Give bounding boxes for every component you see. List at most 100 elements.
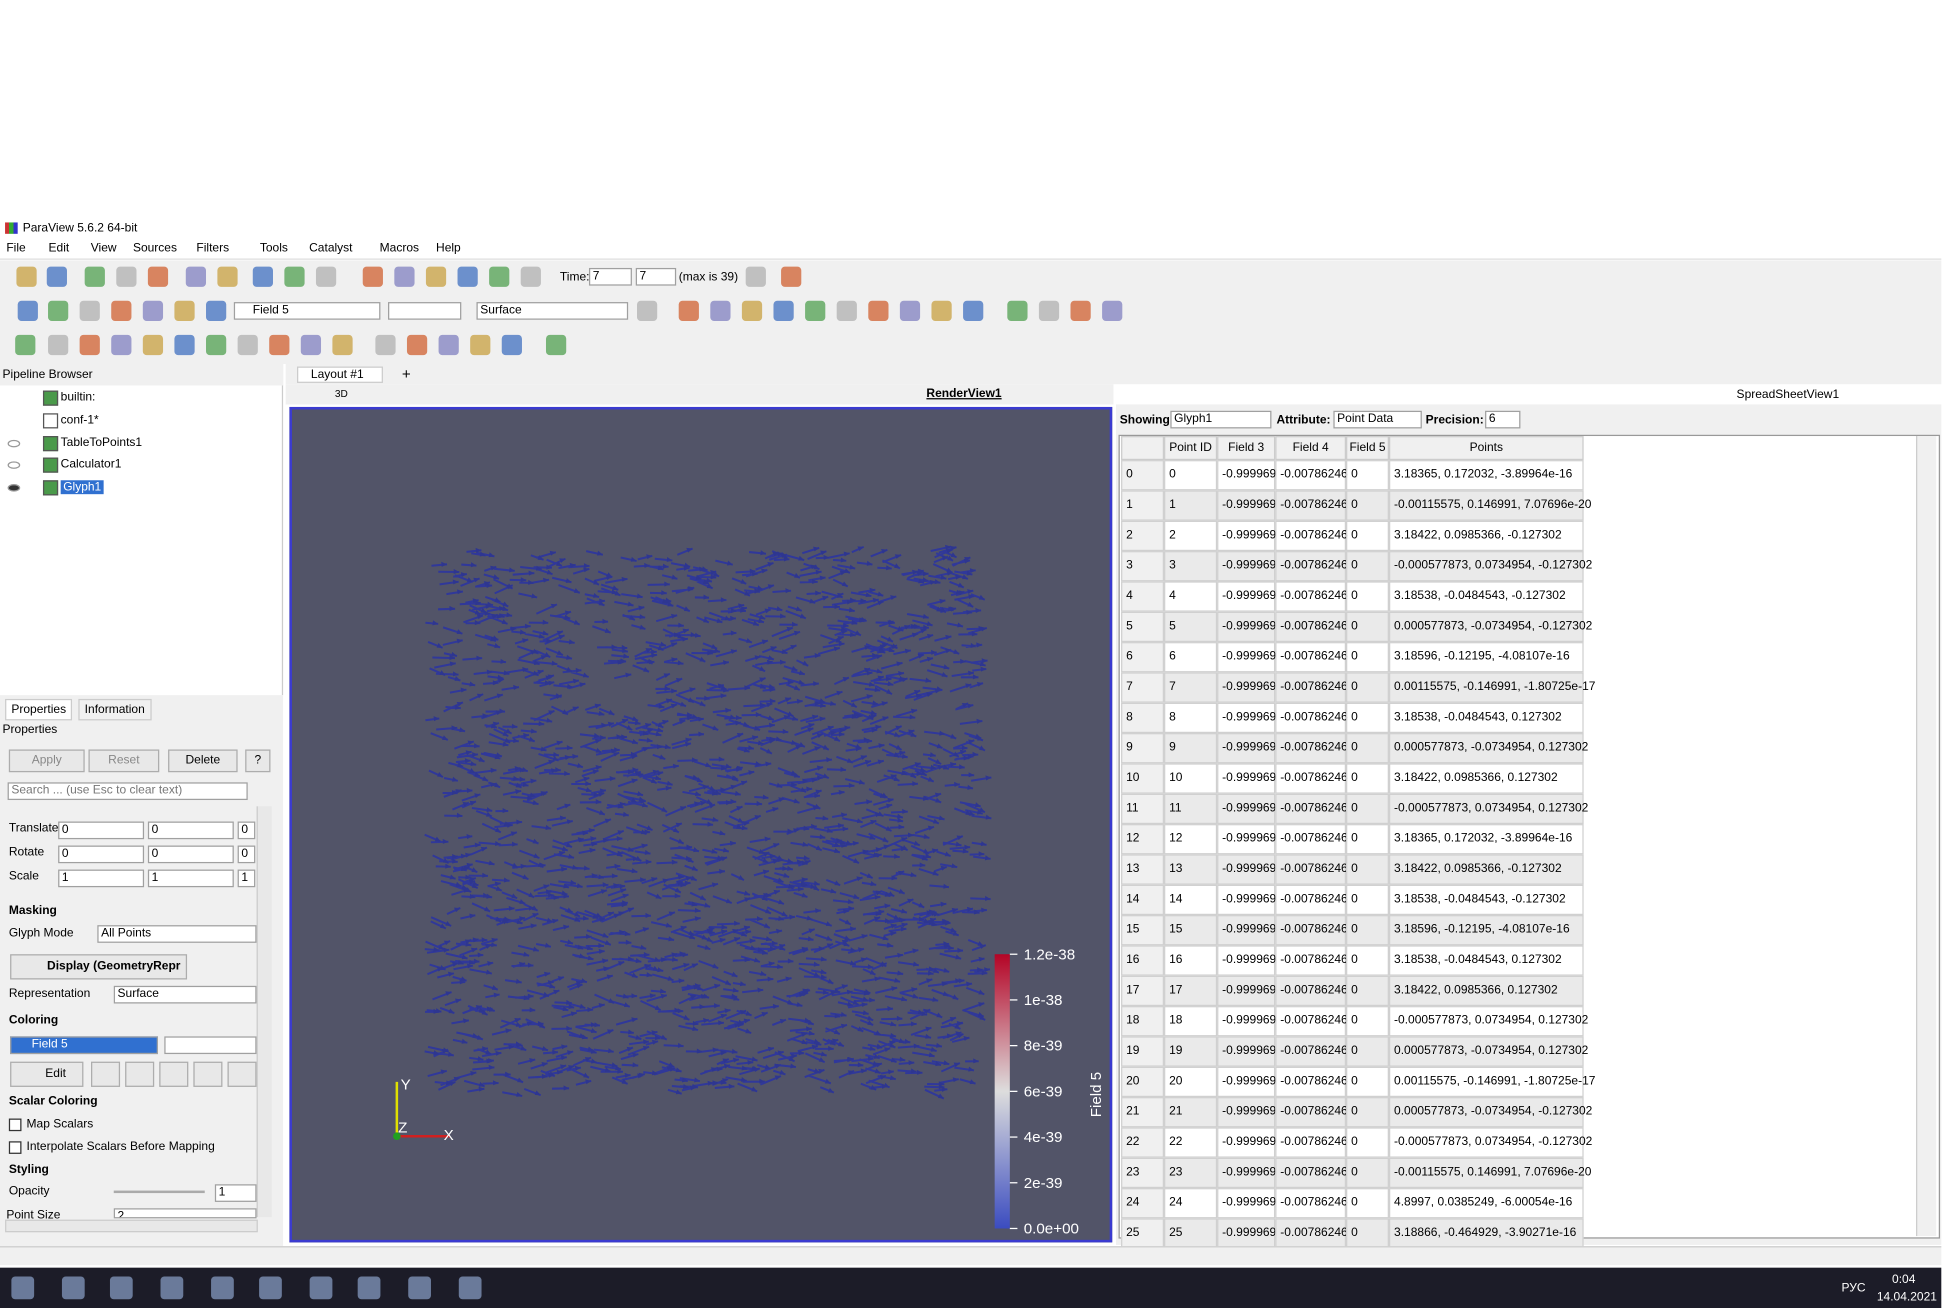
tab[interactable]: Properties (5, 698, 73, 721)
table-cell[interactable]: -0.00786246 (1275, 1218, 1348, 1249)
toolbar-icon[interactable] (963, 300, 984, 322)
toggle-3d[interactable]: 3D (334, 388, 348, 400)
table-cell[interactable]: -0.00786246 (1275, 1006, 1348, 1037)
table-cell[interactable]: 0 (1346, 945, 1389, 976)
number-input[interactable]: 0 (58, 821, 145, 840)
column-header[interactable]: Points (1388, 436, 1584, 461)
table-cell[interactable]: 1 (1164, 490, 1218, 521)
dropdown[interactable]: Glyph1 (1170, 410, 1272, 429)
table-cell[interactable]: -0.00786246 (1275, 460, 1348, 491)
tab[interactable]: Information (78, 698, 152, 721)
menu-item[interactable]: View (90, 241, 117, 256)
table-cell[interactable]: 3.18538, -0.0484543, 0.127302 (1388, 702, 1584, 734)
dropdown[interactable]: Field 5 (10, 1036, 158, 1055)
toolbar-icon[interactable] (206, 300, 227, 322)
toolbar-icon[interactable] (217, 266, 238, 287)
toolbar-icon[interactable] (425, 266, 447, 287)
table-cell[interactable]: -0.999969 (1217, 642, 1276, 673)
menu-item[interactable]: Edit (48, 241, 70, 256)
table-cell[interactable]: 9 (1164, 733, 1218, 764)
toolbar-icon[interactable] (46, 266, 67, 287)
table-cell[interactable]: 0.00115575, -0.146991, -1.80725e-17 (1388, 1066, 1595, 1098)
table-cell[interactable]: -0.00786246 (1275, 1188, 1348, 1219)
table-cell[interactable]: -0.000577873, 0.0734954, -0.127302 (1388, 551, 1592, 582)
table-cell[interactable]: 14 (1164, 884, 1218, 916)
table-cell[interactable]: 5 (1164, 611, 1218, 643)
column-header[interactable]: Field 4 (1275, 436, 1347, 461)
table-scrollbar[interactable] (1916, 436, 1937, 1237)
toolbar-icon[interactable] (470, 334, 491, 356)
toolbar-icon[interactable] (284, 266, 305, 287)
table-cell[interactable]: -0.999969 (1217, 1097, 1276, 1128)
table-cell[interactable]: -0.999969 (1217, 975, 1276, 1007)
table-cell[interactable]: 0 (1346, 672, 1389, 703)
opacity-slider[interactable] (113, 1190, 205, 1194)
table-cell[interactable]: 0 (1346, 460, 1389, 491)
checkbox-label[interactable]: Interpolate Scalars Before Mapping (26, 1140, 215, 1154)
table-cell[interactable]: -0.999969 (1217, 490, 1276, 521)
pipeline-item[interactable]: conf-1* (60, 413, 99, 427)
eye-toggle[interactable] (7, 461, 21, 470)
table-cell[interactable]: 0 (1346, 1127, 1389, 1158)
button[interactable] (125, 1061, 155, 1087)
number-input[interactable]: 1 (237, 869, 256, 888)
toolbar-icon[interactable] (1007, 300, 1028, 322)
table-cell[interactable]: -0.00786246 (1275, 1097, 1348, 1128)
table-cell[interactable]: 0.00115575, -0.146991, -1.80725e-17 (1388, 672, 1595, 703)
column-header[interactable]: Point ID (1164, 436, 1218, 461)
table-cell[interactable]: -0.999969 (1217, 945, 1276, 976)
time-index[interactable]: 7 (635, 267, 677, 286)
toolbar-icon[interactable] (745, 266, 766, 287)
scrollbar-h[interactable] (5, 1219, 258, 1233)
taskbar-icon[interactable] (408, 1276, 431, 1300)
table-cell[interactable]: 3.18866, -0.464929, -3.90271e-16 (1388, 1218, 1584, 1249)
toolbar-icon[interactable] (84, 266, 105, 287)
toolbar-icon[interactable] (16, 266, 37, 287)
toolbar-icon[interactable] (1102, 300, 1123, 322)
table-cell[interactable]: 0 (1346, 1036, 1389, 1067)
taskbar-icon[interactable] (309, 1276, 333, 1300)
table-cell[interactable]: -0.000577873, 0.0734954, -0.127302 (1388, 1127, 1592, 1158)
toolbar-icon[interactable] (147, 266, 169, 287)
table-cell[interactable]: -0.00786246 (1275, 1157, 1348, 1189)
table-cell[interactable]: 4.8997, 0.0385249, -6.00054e-16 (1388, 1188, 1584, 1219)
table-cell[interactable]: 3.18422, 0.0985366, -0.127302 (1388, 854, 1584, 885)
table-cell[interactable]: -0.000577873, 0.0734954, 0.127302 (1388, 1006, 1588, 1037)
table-cell[interactable]: -0.00786246 (1275, 672, 1348, 703)
table-cell[interactable]: 3.18422, 0.0985366, -0.127302 (1388, 520, 1584, 552)
tab[interactable]: Layout #1 (297, 366, 383, 383)
table-cell[interactable]: -0.999969 (1217, 884, 1276, 916)
table-cell[interactable]: -0.999969 (1217, 1218, 1276, 1249)
toolbar-icon[interactable] (142, 300, 164, 322)
table-cell[interactable]: -0.999969 (1217, 551, 1276, 582)
spinbox[interactable]: 6 (1485, 410, 1521, 429)
table-cell[interactable]: -0.999969 (1217, 702, 1276, 734)
table-cell[interactable]: -0.00786246 (1275, 884, 1348, 916)
table-cell[interactable]: -0.00786246 (1275, 551, 1348, 582)
table-cell[interactable]: 2 (1164, 520, 1218, 552)
table-cell[interactable]: 23 (1164, 1157, 1218, 1189)
table-cell[interactable]: 3.18365, 0.172032, -3.89964e-16 (1388, 460, 1584, 491)
table-cell[interactable]: 3.18596, -0.12195, -4.08107e-16 (1388, 642, 1584, 673)
table-cell[interactable]: 0 (1346, 975, 1389, 1007)
table-cell[interactable]: 3.18538, -0.0484543, -0.127302 (1388, 884, 1584, 916)
array-select-blank[interactable] (388, 302, 462, 320)
taskbar-icon[interactable] (11, 1276, 35, 1300)
button[interactable]: Delete (168, 749, 238, 773)
table-cell[interactable]: 0 (1346, 1006, 1389, 1037)
render-canvas[interactable]: 1.2e-38 1e-38 8e-39 6e-39 4e-39 2e-39 0.0e+00 F… (292, 409, 1115, 1244)
scrollbar[interactable] (256, 806, 272, 1218)
menu-item[interactable]: Catalyst (309, 241, 353, 256)
table-cell[interactable]: 0 (1346, 854, 1389, 885)
menu-item[interactable]: Tools (259, 241, 288, 256)
table-cell[interactable]: -0.00115575, 0.146991, 7.07696e-20 (1388, 1157, 1591, 1189)
table-cell[interactable]: -0.00786246 (1275, 520, 1348, 552)
table-cell[interactable]: 0.000577873, -0.0734954, 0.127302 (1388, 1036, 1588, 1067)
table-cell[interactable]: -0.00786246 (1275, 975, 1348, 1007)
table-cell[interactable]: 3.18365, 0.172032, -3.89964e-16 (1388, 824, 1584, 855)
table-cell[interactable]: 0 (1346, 1157, 1389, 1189)
toolbar-icon[interactable] (48, 334, 69, 356)
number-input[interactable]: 0 (237, 845, 256, 864)
table-cell[interactable]: 0.000577873, -0.0734954, 0.127302 (1388, 733, 1588, 764)
table-cell[interactable]: -0.999969 (1217, 1066, 1276, 1098)
